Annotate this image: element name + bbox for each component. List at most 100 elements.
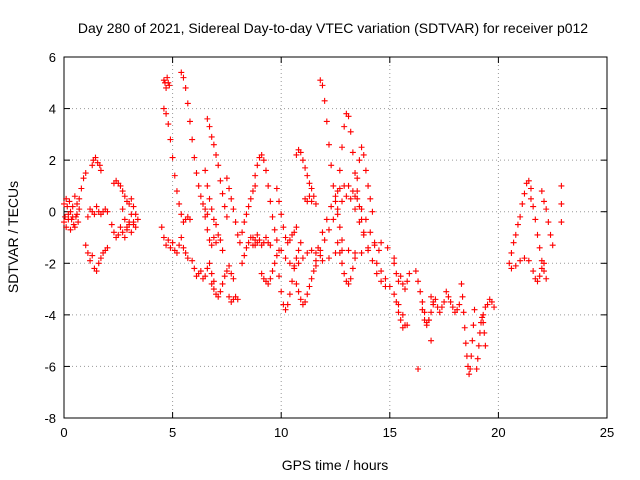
data-point [97, 255, 104, 262]
data-point [512, 262, 519, 269]
y-tick-label: 0 [49, 205, 56, 220]
data-point [286, 237, 293, 244]
data-point [117, 224, 124, 231]
series-s03 [84, 203, 111, 220]
x-axis-label: GPS time / hours [282, 457, 389, 473]
data-point [506, 260, 513, 267]
data-point [474, 355, 481, 362]
data-point [461, 324, 468, 331]
data-point [480, 311, 487, 318]
data-point [558, 219, 565, 226]
data-point [391, 255, 398, 262]
series-s20 [236, 182, 259, 246]
data-point [406, 270, 413, 277]
data-point [412, 268, 419, 275]
data-point [169, 154, 176, 161]
data-point [466, 371, 473, 378]
data-point [74, 211, 81, 218]
data-point [210, 141, 217, 148]
data-point [265, 280, 272, 287]
data-point [345, 182, 352, 189]
data-point [167, 136, 174, 143]
data-point [395, 278, 402, 285]
data-point [286, 260, 293, 267]
data-point [534, 278, 541, 285]
series-s16 [204, 115, 230, 220]
data-point [158, 224, 165, 231]
data-point [110, 229, 117, 236]
data-point [226, 293, 233, 300]
data-point [78, 185, 85, 192]
data-point [339, 144, 346, 151]
data-point [423, 322, 430, 329]
data-point [558, 182, 565, 189]
data-point [365, 182, 372, 189]
data-point [115, 231, 122, 238]
data-point [299, 157, 306, 164]
data-point [438, 304, 445, 311]
data-point [319, 257, 326, 264]
series-s46 [428, 337, 435, 344]
data-point [234, 296, 241, 303]
data-point [415, 366, 422, 373]
data-point [339, 260, 346, 267]
data-point [108, 221, 115, 228]
data-point [228, 270, 235, 277]
data-point [282, 255, 289, 262]
y-axis-label: SDTVAR / TECUs [5, 181, 21, 293]
data-point [208, 270, 215, 277]
data-point [206, 260, 213, 267]
data-point [419, 298, 426, 305]
data-point [186, 216, 193, 223]
data-point [69, 213, 76, 220]
data-point [323, 216, 330, 223]
data-point [532, 216, 539, 223]
data-point [312, 249, 319, 256]
series-s35 [334, 239, 359, 287]
data-point [245, 239, 252, 246]
data-point [230, 206, 237, 213]
data-point [558, 200, 565, 207]
data-point [121, 193, 128, 200]
data-point [217, 288, 224, 295]
data-point [330, 216, 337, 223]
x-tick-label: 15 [383, 425, 397, 440]
data-point [508, 265, 515, 272]
series-s04 [82, 242, 111, 275]
data-point [510, 239, 517, 246]
data-point [210, 286, 217, 293]
data-point [202, 273, 209, 280]
data-point [321, 97, 328, 104]
data-point [480, 319, 487, 326]
data-point [191, 265, 198, 272]
series-s48 [473, 314, 489, 373]
data-point [356, 203, 363, 210]
data-point [184, 255, 191, 262]
data-point [378, 278, 385, 285]
data-point [291, 229, 298, 236]
data-point [173, 188, 180, 195]
data-point [432, 296, 439, 303]
data-point [223, 175, 230, 182]
data-point [334, 211, 341, 218]
data-point [267, 198, 274, 205]
data-point [358, 249, 365, 256]
data-point [208, 242, 215, 249]
data-point [402, 286, 409, 293]
data-point [271, 226, 278, 233]
data-point [200, 200, 207, 207]
series-s38 [373, 260, 411, 329]
data-point [128, 195, 135, 202]
data-point [66, 198, 73, 205]
series-s53 [530, 260, 548, 285]
data-point [352, 206, 359, 213]
data-point [87, 257, 94, 264]
data-point [334, 239, 341, 246]
data-point [232, 219, 239, 226]
data-point [449, 304, 456, 311]
data-point [541, 260, 548, 267]
axis-ticks: 0 5 10 15 20 25 -8 -6 -4 -2 0 2 4 6 [44, 50, 614, 440]
data-point [543, 275, 550, 282]
data-point [308, 275, 315, 282]
data-point [119, 188, 126, 195]
